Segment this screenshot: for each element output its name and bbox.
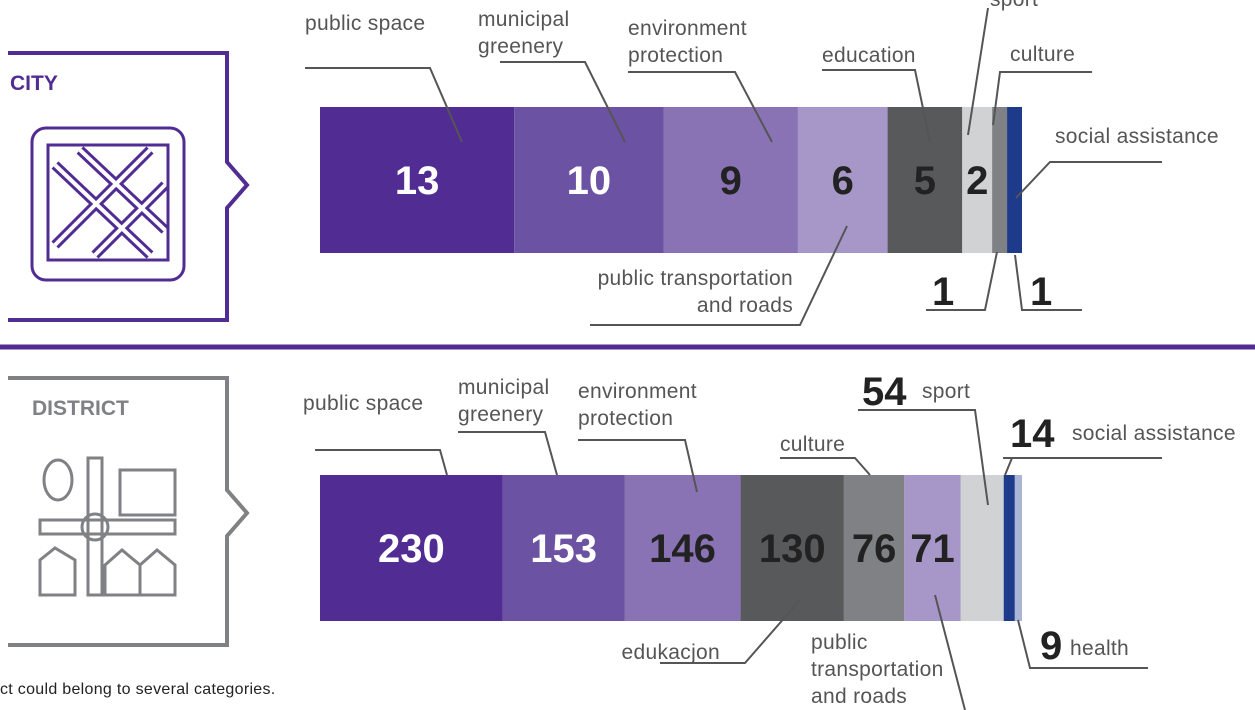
category-label: social assistance [1072,422,1236,445]
value-label: 71 [910,527,955,571]
category-label: social assistance [1055,125,1219,148]
category-label: health [1070,637,1130,660]
bar-segment [663,107,798,253]
bar-segment [502,475,625,621]
leader-line [315,449,448,476]
leader-line [1015,161,1162,199]
bar-segment [843,475,905,621]
value-label: 1 [1030,270,1053,314]
city-panel [8,51,250,322]
bar-segment [960,475,1004,621]
value-label: 153 [530,527,597,571]
value-label: 230 [378,527,445,571]
category-label: environment protection [628,17,747,67]
leader-line [628,71,773,143]
category-label: municipal greenery [458,376,550,426]
value-label: 9 [1040,624,1063,668]
value-label: 13 [395,159,440,203]
bar-segment [1003,475,1015,621]
leader-line [992,71,1092,126]
category-label: culture [780,433,846,456]
value-label: 10 [567,159,612,203]
leader-line [578,439,698,493]
bar-segment [740,475,844,621]
category-label: culture [1010,43,1076,66]
leader-line [858,409,989,506]
leader-line [660,599,801,664]
leader-line [1004,457,1013,476]
panel-title: CITY [10,72,58,95]
leader-line [967,7,989,136]
leader-line [926,251,998,311]
value-label: 76 [852,527,897,571]
footnote: ct could belong to several categories. [0,681,276,698]
value-label: 130 [759,527,826,571]
leader-line [780,457,871,476]
bar-segment [797,107,888,253]
value-label: 146 [649,527,716,571]
value-label: 2 [966,159,988,203]
category-label: edukacjon [621,641,720,664]
bar-segment [320,475,503,621]
category-label: education [822,44,916,67]
bar-segment [514,107,664,253]
value-label: 5 [914,159,936,203]
panel-title: DISTRICT [32,397,129,420]
bar-segment [1007,107,1022,253]
bar-segment [624,475,741,621]
value-label: 1 [932,270,955,314]
bar-segment [1014,475,1022,621]
leader-line [590,225,848,326]
leader-line [1017,619,1148,669]
leader-line [1014,254,1082,311]
leader-line [458,431,558,476]
bar-segment [992,107,1008,253]
category-label: sport [922,380,971,403]
value-label: 14 [1010,412,1055,456]
bar-segment [320,107,515,253]
category-label: public space [303,392,424,415]
category-label: public transportation and roads [811,631,944,708]
value-label: 54 [862,370,907,414]
value-label: 6 [832,159,854,203]
leader-line [934,594,966,710]
leader-line [305,67,463,143]
leader-line [500,61,626,143]
value-label: 9 [720,159,742,203]
category-label: public space [305,12,426,35]
category-label: sport [990,0,1038,13]
bar-segment [962,107,993,253]
category-label: public transportation and roads [597,267,793,317]
category-label: municipal greenery [478,8,570,58]
leader-line [822,69,931,143]
bar-segment [887,107,963,253]
bar-segment [904,475,961,621]
district-panel [8,376,250,647]
category-label: environment protection [578,380,697,430]
